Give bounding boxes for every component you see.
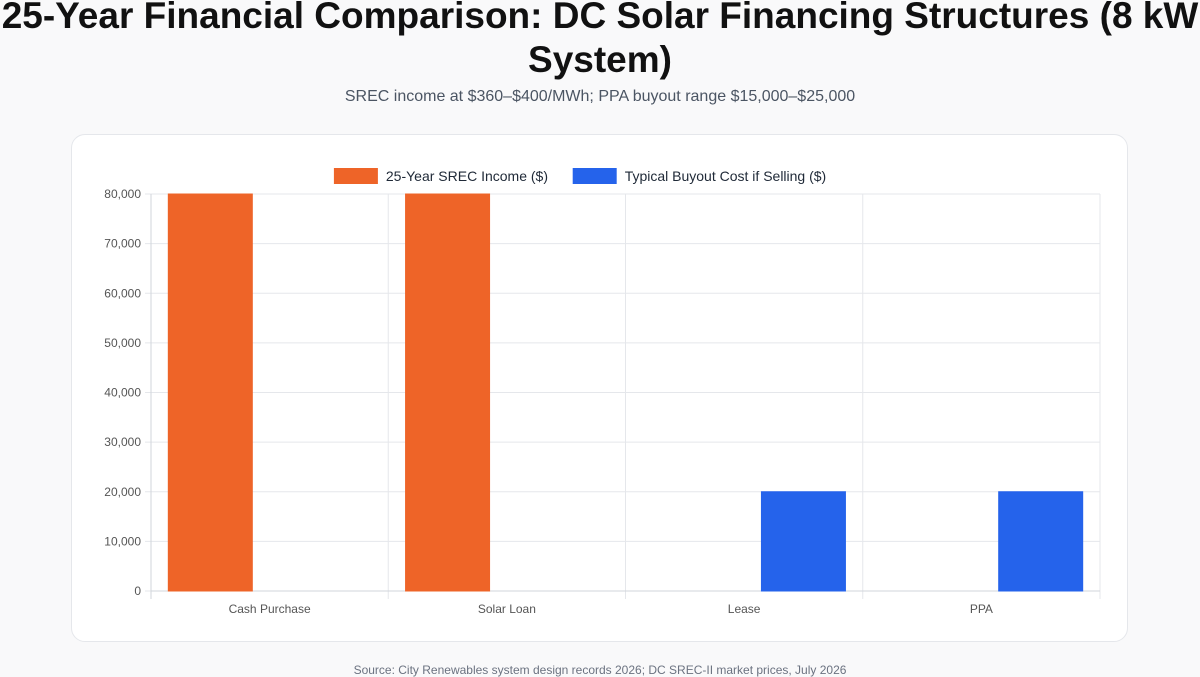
- x-tick-label: Cash Purchase: [229, 602, 311, 616]
- x-tick-label: Solar Loan: [478, 602, 536, 616]
- y-tick-label: 30,000: [104, 435, 141, 449]
- legend-label-buyout: Typical Buyout Cost if Selling ($): [625, 168, 827, 184]
- page-subtitle: SREC income at $360–$400/MWh; PPA buyout…: [344, 88, 856, 105]
- source-note: Source: City Renewables system design re…: [353, 663, 847, 677]
- bar-srec[interactable]: [405, 193, 491, 592]
- bar-chart: 0 10,000 20,000 30,000 40,000 50,000 60,000 70,…: [104, 168, 1101, 616]
- y-tick-label: 60,000: [104, 286, 141, 300]
- bar-buyout[interactable]: [998, 491, 1084, 592]
- chart-card: 0 10,000 20,000 30,000 40,000 50,000 60,000 70,…: [71, 134, 1128, 642]
- y-tick-label: 10,000: [104, 534, 141, 548]
- legend-swatch-srec[interactable]: [333, 168, 378, 184]
- page-title: 25-Year Financial Comparison: DC Solar F…: [1, 0, 1199, 80]
- y-tick-label: 80,000: [104, 187, 141, 201]
- y-tick-label: 0: [134, 584, 141, 598]
- y-tick-label: 70,000: [104, 237, 141, 251]
- x-tick-label: Lease: [728, 602, 761, 616]
- x-tick-label: PPA: [970, 602, 993, 616]
- legend-swatch-buyout[interactable]: [572, 168, 617, 184]
- legend-label-srec: 25-Year SREC Income ($): [386, 168, 548, 184]
- y-tick-label: 40,000: [104, 386, 141, 400]
- bar-srec[interactable]: [167, 193, 253, 592]
- y-tick-label: 20,000: [104, 485, 141, 499]
- bar-buyout[interactable]: [760, 491, 846, 592]
- y-tick-label: 50,000: [104, 336, 141, 350]
